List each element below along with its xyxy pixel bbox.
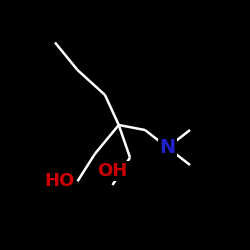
Text: OH: OH bbox=[98, 162, 128, 180]
Text: HO: HO bbox=[45, 172, 75, 190]
Text: N: N bbox=[160, 138, 176, 157]
